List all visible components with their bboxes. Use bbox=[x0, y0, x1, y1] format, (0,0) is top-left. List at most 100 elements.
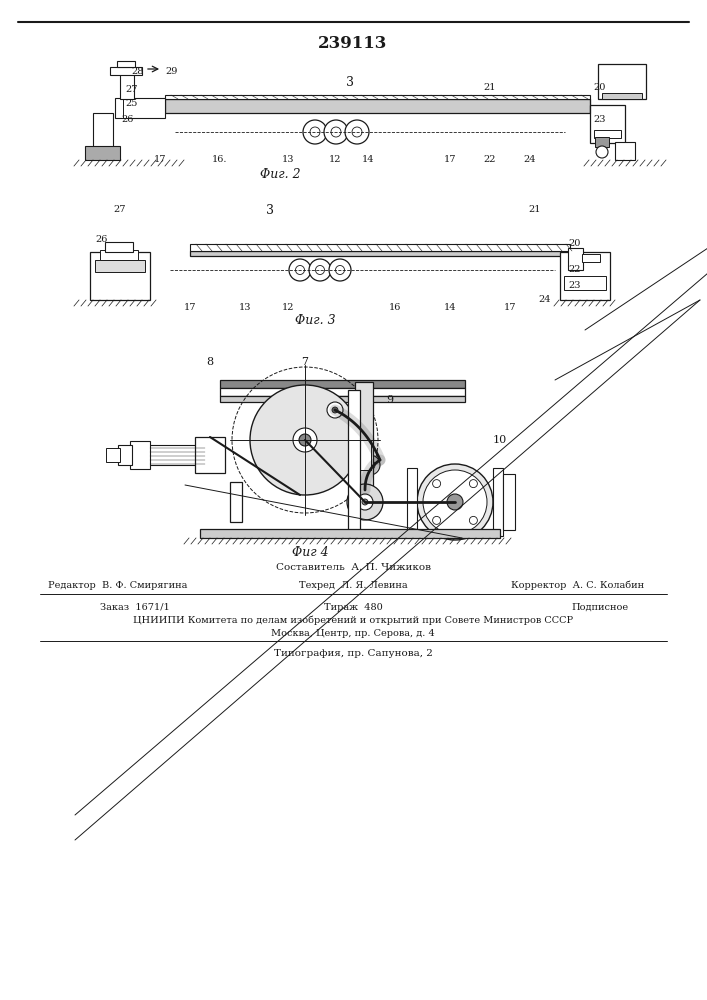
Bar bbox=[195, 437, 225, 473]
Circle shape bbox=[596, 146, 608, 158]
Bar bbox=[560, 252, 610, 300]
Circle shape bbox=[352, 127, 362, 137]
Text: 7: 7 bbox=[301, 357, 308, 367]
Circle shape bbox=[331, 127, 341, 137]
Text: Φиг 4: Φиг 4 bbox=[292, 546, 328, 558]
Circle shape bbox=[469, 480, 477, 488]
Text: Редактор  В. Ф. Смирягина: Редактор В. Ф. Смирягина bbox=[48, 580, 187, 589]
Text: 22: 22 bbox=[568, 265, 581, 274]
Bar bbox=[564, 276, 606, 290]
Text: 17: 17 bbox=[504, 304, 516, 312]
Circle shape bbox=[433, 516, 440, 524]
Bar bbox=[595, 137, 609, 147]
Text: 13: 13 bbox=[282, 155, 294, 164]
Circle shape bbox=[310, 127, 320, 137]
Bar bbox=[90, 252, 150, 300]
Circle shape bbox=[289, 259, 311, 281]
Bar bbox=[106, 448, 120, 462]
Circle shape bbox=[368, 463, 372, 467]
Bar bbox=[348, 390, 360, 530]
Text: 23: 23 bbox=[594, 115, 606, 124]
Text: 20: 20 bbox=[594, 84, 606, 93]
Text: 22: 22 bbox=[484, 155, 496, 164]
Text: 20: 20 bbox=[569, 239, 581, 248]
Bar bbox=[230, 482, 242, 522]
Bar bbox=[130, 441, 150, 469]
Bar bbox=[165, 95, 590, 99]
Bar bbox=[190, 251, 570, 256]
Text: 21: 21 bbox=[484, 84, 496, 93]
Text: 17: 17 bbox=[153, 155, 166, 164]
Text: Составитель  А. П. Чижиков: Составитель А. П. Чижиков bbox=[276, 564, 431, 572]
Circle shape bbox=[250, 385, 360, 495]
Circle shape bbox=[293, 428, 317, 452]
Bar bbox=[568, 248, 583, 270]
Bar bbox=[95, 260, 145, 272]
Text: 3: 3 bbox=[346, 76, 354, 89]
Bar bbox=[115, 98, 165, 118]
Text: 9: 9 bbox=[387, 395, 394, 405]
Text: Заказ  1671/1: Заказ 1671/1 bbox=[100, 602, 170, 611]
Circle shape bbox=[360, 455, 380, 475]
Circle shape bbox=[469, 516, 477, 524]
Bar bbox=[165, 99, 590, 113]
Text: ЦНИИПИ Комитета по делам изобретений и открытий при Совете Министров СССР: ЦНИИПИ Комитета по делам изобретений и о… bbox=[133, 615, 573, 625]
Circle shape bbox=[336, 265, 344, 274]
Text: 24: 24 bbox=[524, 155, 536, 164]
Bar bbox=[220, 396, 465, 402]
Bar bbox=[118, 445, 132, 465]
Bar bbox=[190, 244, 570, 251]
Text: Подписное: Подписное bbox=[571, 602, 629, 611]
Text: Тираж  480: Тираж 480 bbox=[324, 602, 382, 611]
Bar bbox=[220, 388, 465, 396]
Text: 26: 26 bbox=[96, 235, 108, 244]
Bar bbox=[200, 529, 500, 538]
Text: 27: 27 bbox=[114, 206, 127, 215]
Bar bbox=[602, 93, 642, 99]
Circle shape bbox=[433, 480, 440, 488]
Circle shape bbox=[303, 120, 327, 144]
Text: Техред  Л. Я. Левина: Техред Л. Я. Левина bbox=[298, 580, 407, 589]
Text: Типография, пр. Сапунова, 2: Типография, пр. Сапунова, 2 bbox=[274, 648, 433, 658]
Circle shape bbox=[357, 494, 373, 510]
Bar bbox=[594, 130, 621, 138]
Text: Φиг. 3: Φиг. 3 bbox=[295, 314, 335, 326]
Text: 8: 8 bbox=[206, 357, 214, 367]
Bar bbox=[105, 242, 133, 252]
Text: 239113: 239113 bbox=[318, 35, 387, 52]
Bar bbox=[145, 445, 200, 465]
Text: Φиг. 2: Φиг. 2 bbox=[259, 167, 300, 180]
Circle shape bbox=[357, 482, 373, 498]
Circle shape bbox=[309, 259, 331, 281]
Text: 17: 17 bbox=[444, 155, 456, 164]
Circle shape bbox=[299, 434, 311, 446]
Bar bbox=[117, 61, 135, 67]
Bar bbox=[93, 113, 113, 148]
Bar bbox=[357, 440, 371, 470]
Bar bbox=[503, 474, 515, 530]
Circle shape bbox=[345, 120, 369, 144]
Bar bbox=[100, 250, 138, 260]
Text: 28: 28 bbox=[132, 68, 144, 77]
Circle shape bbox=[423, 470, 487, 534]
Bar bbox=[615, 142, 635, 160]
Bar bbox=[355, 382, 373, 512]
Circle shape bbox=[327, 402, 343, 418]
Text: 12: 12 bbox=[329, 155, 341, 164]
Circle shape bbox=[417, 464, 493, 540]
Text: 23: 23 bbox=[568, 280, 581, 290]
Text: 16: 16 bbox=[389, 304, 401, 312]
Text: 26: 26 bbox=[122, 115, 134, 124]
Text: 3: 3 bbox=[266, 204, 274, 217]
Bar bbox=[120, 71, 134, 99]
Text: 13: 13 bbox=[239, 304, 251, 312]
Text: 29: 29 bbox=[166, 68, 178, 77]
Bar bbox=[110, 67, 142, 75]
Circle shape bbox=[332, 407, 338, 413]
Circle shape bbox=[324, 120, 348, 144]
Text: 12: 12 bbox=[282, 304, 294, 312]
Text: 14: 14 bbox=[362, 155, 374, 164]
Text: 10: 10 bbox=[493, 435, 507, 445]
Circle shape bbox=[315, 265, 325, 274]
Bar bbox=[598, 64, 646, 99]
